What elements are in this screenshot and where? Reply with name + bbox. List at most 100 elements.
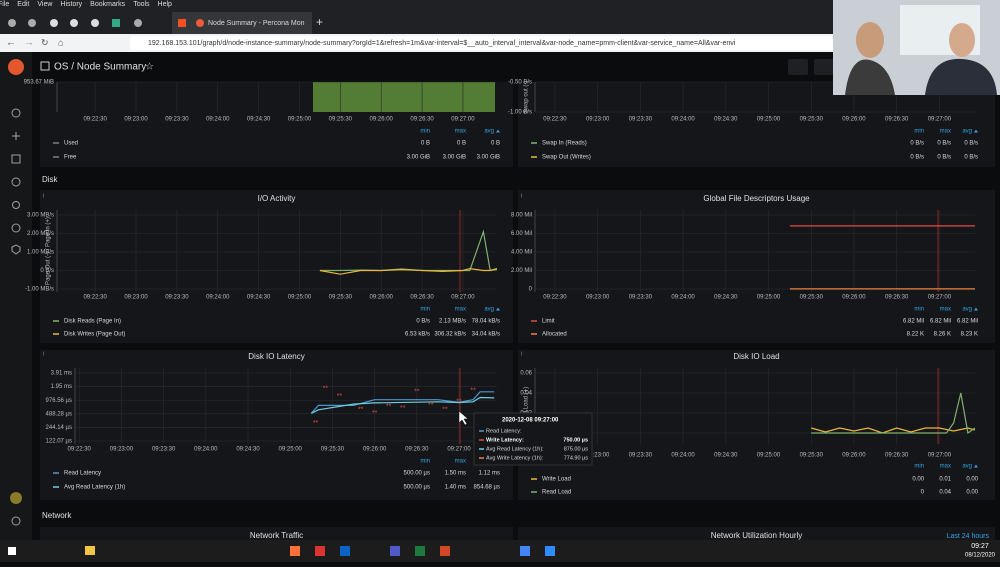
area-fill <box>313 82 495 112</box>
legend-header[interactable]: min <box>914 307 924 313</box>
y-tick-label: 1.00 MB/s <box>27 250 54 256</box>
menu-item[interactable]: Help <box>158 1 173 8</box>
series-line <box>811 392 976 435</box>
legend-header[interactable]: max <box>940 307 951 313</box>
clock-time[interactable]: 09:27 <box>971 543 989 550</box>
y-tick-label: 2.00 Mil <box>511 268 532 274</box>
series-line <box>311 396 495 414</box>
panel-title[interactable]: Network Traffic <box>250 531 303 540</box>
legend-name[interactable]: Free <box>64 155 77 161</box>
legend-name[interactable]: Disk Writes (Page Out) <box>64 332 125 338</box>
legend-name[interactable]: Used <box>64 141 78 147</box>
y-axis-label: Page Out (-) / Page In (+) <box>46 217 52 285</box>
legend-name[interactable]: Swap In (Reads) <box>542 141 587 147</box>
x-tick-label: 09:22:30 <box>83 117 107 123</box>
x-tick-label: 09:26:30 <box>410 295 434 301</box>
url-box[interactable] <box>130 36 835 50</box>
legend-value: 0 B <box>457 141 466 147</box>
x-tick-label: 09:26:00 <box>842 453 866 459</box>
url[interactable]: 192.168.153.101/graph/d/node-instance-su… <box>148 40 736 47</box>
menu-item[interactable]: Tools <box>133 1 150 8</box>
dashboard-title[interactable]: OS / Node Summary <box>54 62 146 73</box>
legend-name[interactable]: Write Load <box>542 477 571 483</box>
menu-item[interactable]: Bookmarks <box>90 1 126 8</box>
tv-btn[interactable] <box>814 59 834 75</box>
panel-title[interactable]: I/O Activity <box>258 194 296 203</box>
legend-name[interactable]: Avg Read Latency (1h) <box>64 485 125 491</box>
x-tick-label: 09:25:30 <box>800 295 824 301</box>
series-line <box>319 267 498 275</box>
y-tick-label: 0 B/s <box>40 268 54 274</box>
legend-value: 8.23 K <box>961 332 978 338</box>
legend-header[interactable]: max <box>940 464 951 470</box>
legend-name[interactable]: Allocated <box>542 332 567 338</box>
sort-arrow <box>974 129 978 133</box>
legend-header[interactable]: max <box>455 459 466 465</box>
x-tick-label: 09:22:30 <box>68 447 92 453</box>
panel-title[interactable]: Disk IO Load <box>733 352 779 361</box>
row-title[interactable]: Disk <box>42 175 59 184</box>
y-tick-label: 976.56 µs <box>46 398 72 404</box>
menu-item[interactable]: Edit <box>17 1 29 8</box>
y-tick-label: 0.04 <box>520 391 532 397</box>
menu-item[interactable]: File <box>0 1 9 8</box>
star[interactable]: ☆ <box>145 62 154 73</box>
tab-title[interactable]: Node Summary - Percona Mon <box>208 20 305 27</box>
x-tick-label: 09:23:00 <box>124 295 148 301</box>
menu-item[interactable]: View <box>37 1 53 8</box>
legend-header[interactable]: min <box>420 459 430 465</box>
x-tick-label: 09:23:00 <box>110 447 134 453</box>
legend-value: 500.00 µs <box>404 471 430 477</box>
legend-header[interactable]: avg <box>962 307 972 313</box>
y-tick-label: 8.00 Mil <box>511 213 532 219</box>
x-tick-label: 09:24:30 <box>714 117 738 123</box>
clock-date[interactable]: 08/12/2020 <box>965 553 996 559</box>
legend-header[interactable]: max <box>940 129 951 135</box>
x-tick-label: 09:25:00 <box>279 447 303 453</box>
legend-header[interactable]: min <box>420 129 430 135</box>
data-point: ** <box>442 407 448 414</box>
avatar[interactable] <box>10 492 22 504</box>
legend-name[interactable]: Read Latency <box>64 471 101 477</box>
row-title[interactable]: Network <box>42 511 72 520</box>
sidebar-icons[interactable] <box>11 108 21 526</box>
x-tick-label: 09:25:30 <box>800 453 824 459</box>
legend-name[interactable]: Disk Reads (Page In) <box>64 319 121 325</box>
legend-name[interactable]: Swap Out (Writes) <box>542 155 591 161</box>
x-tick-label: 09:27:00 <box>451 117 475 123</box>
taskbar-icons[interactable] <box>8 546 555 556</box>
logo[interactable] <box>8 59 24 75</box>
legend-header[interactable]: avg <box>962 464 972 470</box>
menu-item[interactable]: History <box>60 1 82 8</box>
tooltip-label: Avg Read Latency (1h): <box>486 446 544 452</box>
cursor <box>458 410 469 426</box>
legend-header[interactable]: max <box>455 129 466 135</box>
data-point: ** <box>428 402 434 409</box>
legend-header[interactable]: min <box>420 307 430 313</box>
legend-value: 0.01 <box>939 477 951 483</box>
x-tick-label: 09:25:00 <box>757 117 781 123</box>
legend-header[interactable]: max <box>455 307 466 313</box>
settings-btn[interactable] <box>788 59 808 75</box>
x-tick-label: 09:23:00 <box>586 295 610 301</box>
panel-title[interactable]: Disk IO Latency <box>248 352 304 361</box>
panel <box>40 190 513 343</box>
time-link[interactable]: Last 24 hours <box>947 533 990 540</box>
legend-header[interactable]: avg <box>484 307 494 313</box>
x-tick-label: 09:26:00 <box>842 117 866 123</box>
legend-header[interactable]: min <box>914 129 924 135</box>
legend-value: 0 B/s <box>964 141 978 147</box>
x-tick-label: 09:27:00 <box>928 117 952 123</box>
panel-title[interactable]: Global File Descriptors Usage <box>703 194 810 203</box>
legend-header[interactable]: avg <box>484 129 494 135</box>
legend-header[interactable]: min <box>914 464 924 470</box>
legend-name[interactable]: Read Load <box>542 490 571 496</box>
new-tab[interactable]: + <box>316 15 323 29</box>
panel-title[interactable]: Network Utilization Hourly <box>711 531 803 540</box>
tab-icons <box>8 19 186 27</box>
data-point: ** <box>358 407 364 414</box>
legend-name[interactable]: Limit <box>542 319 555 325</box>
x-tick-label: 09:26:30 <box>885 453 909 459</box>
legend-value: 78.04 kB/s <box>472 319 500 325</box>
legend-header[interactable]: avg <box>962 129 972 135</box>
